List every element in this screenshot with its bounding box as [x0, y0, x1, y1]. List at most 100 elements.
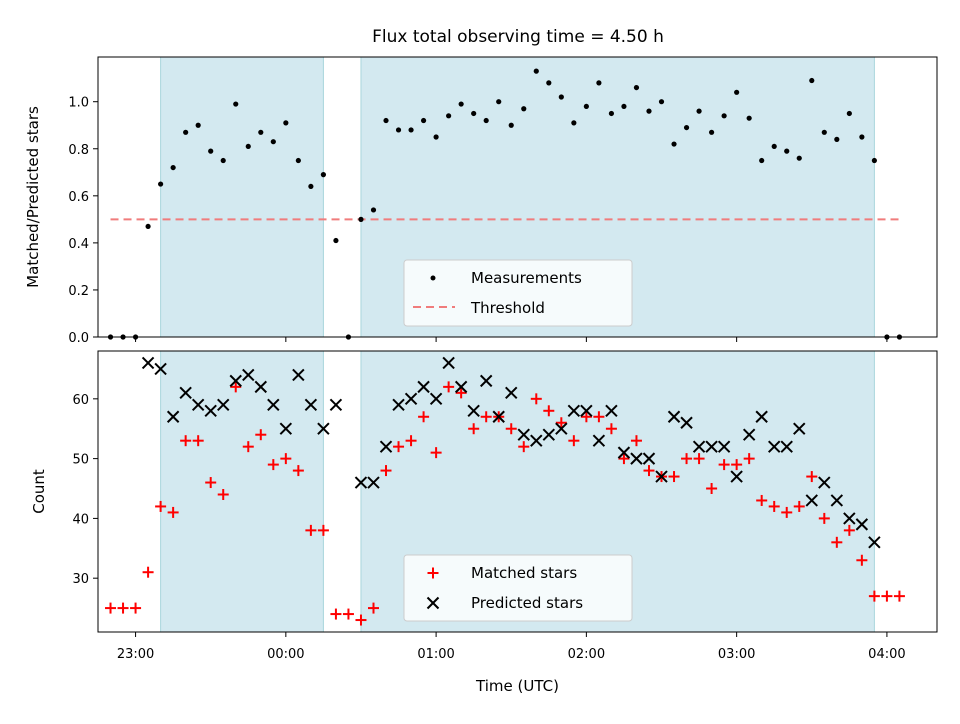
predicted-star-point	[141, 356, 155, 370]
predicted-star-point	[617, 446, 631, 459]
x-tick-label: 04:00	[868, 647, 905, 662]
predicted-star-point	[530, 434, 543, 447]
predicted-star-point	[642, 452, 656, 465]
measurement-point	[683, 124, 690, 131]
predicted-star-point	[229, 374, 242, 388]
predicted-star-point	[166, 410, 180, 423]
predicted-star-point	[868, 536, 881, 549]
predicted-star-point	[793, 422, 806, 435]
measurement-point	[596, 80, 602, 86]
matched-star-point	[593, 411, 605, 423]
predicted-star-point	[454, 380, 468, 394]
predicted-star-point	[692, 440, 706, 453]
predicted-star-point	[429, 392, 443, 406]
legend-threshold-label: Threshold	[470, 299, 545, 317]
measurement-point	[571, 120, 577, 126]
predicted-star-point	[367, 476, 380, 489]
matched-star-point	[756, 494, 768, 506]
measurement-point	[270, 139, 276, 145]
predicted-star-point	[542, 428, 556, 441]
measurement-point	[621, 103, 627, 110]
predicted-star-point	[204, 404, 217, 417]
predicted-star-point	[730, 470, 743, 483]
measurement-point	[446, 113, 452, 119]
matched-star-point	[330, 608, 342, 620]
matched-star-point	[781, 506, 793, 518]
measurement-point	[646, 108, 652, 114]
measurement-point	[658, 99, 665, 105]
measurement-point	[721, 113, 727, 119]
measurement-point	[496, 99, 502, 105]
matched-star-point	[505, 423, 517, 435]
predicted-star-point	[605, 404, 618, 417]
x-tick-label: 03:00	[718, 647, 755, 662]
predicted-star-point	[254, 380, 267, 394]
matched-star-point	[843, 524, 855, 536]
predicted-star-point	[191, 398, 205, 412]
predicted-star-point	[805, 494, 818, 507]
predicted-star-point	[292, 368, 305, 382]
bottom-legend: Matched stars Predicted stars	[403, 554, 633, 622]
y-tick-label: 0.8	[68, 143, 89, 158]
matched-star-point	[480, 411, 492, 423]
matched-star-point	[818, 512, 830, 524]
measurement-point	[220, 157, 226, 164]
measurement-point	[558, 94, 564, 100]
matched-star-point	[142, 566, 154, 578]
matched-star-point	[806, 471, 818, 483]
measurement-point	[796, 155, 802, 161]
predicted-star-point	[555, 422, 568, 435]
legend-matched-label: Matched stars	[471, 564, 577, 582]
matched-star-point	[618, 453, 630, 465]
top-y-axis-label: Matched/Predicted stars	[24, 106, 42, 288]
matched-star-point	[380, 465, 392, 477]
predicted-star-point	[717, 440, 731, 453]
matched-star-point	[117, 602, 129, 614]
measurement-point	[420, 117, 427, 124]
measurement-point	[608, 110, 615, 117]
measurement-point	[245, 143, 251, 150]
measurement-point	[696, 108, 702, 114]
x-tick-label: 00:00	[267, 647, 304, 662]
predicted-star-point	[467, 404, 480, 417]
matched-star-point	[856, 554, 868, 566]
matched-star-point	[242, 441, 254, 453]
measurement-point	[358, 216, 364, 222]
measurement-point	[859, 134, 865, 140]
top-panel: 0.0 0.2 0.4 0.6 0.8 1.0 Matched/Predicted sta…	[24, 56, 938, 346]
predicted-star-point	[705, 440, 718, 453]
measurement-point	[395, 127, 402, 133]
measurement-point	[458, 101, 464, 107]
matched-star-point	[455, 387, 467, 399]
predicted-star-point	[242, 368, 255, 382]
y-tick-label: 0.4	[68, 237, 89, 252]
bottom-y-ticks: 30 40 50 60	[72, 393, 98, 587]
legend-predicted-marker	[426, 596, 440, 610]
predicted-star-point	[329, 398, 343, 412]
y-tick-label: 0.6	[68, 190, 89, 205]
matched-star-point	[706, 483, 718, 495]
measurement-points	[107, 68, 903, 340]
matched-star-point	[881, 590, 893, 602]
y-tick-label: 30	[72, 572, 89, 587]
predicted-star-point	[680, 416, 693, 429]
predicted-star-point	[442, 356, 455, 370]
measurement-point	[508, 122, 514, 128]
matched-star-point	[305, 524, 317, 536]
measurement-point	[483, 117, 489, 124]
matched-star-point	[893, 590, 905, 602]
measurement-point	[583, 103, 589, 110]
matched-star-point	[580, 411, 592, 423]
matched-star-point	[292, 465, 304, 477]
matched-star-point	[630, 435, 642, 447]
predicted-star-point	[267, 398, 280, 412]
matched-star-point	[681, 453, 693, 465]
predicted-star-point	[317, 422, 330, 435]
matched-star-point	[405, 435, 417, 447]
matched-star-point	[518, 441, 530, 453]
top-x-ticks	[135, 337, 888, 342]
measurement-point	[533, 68, 539, 74]
measurement-point	[383, 117, 389, 124]
measurement-point	[208, 148, 214, 154]
shaded-interval	[160, 350, 324, 633]
